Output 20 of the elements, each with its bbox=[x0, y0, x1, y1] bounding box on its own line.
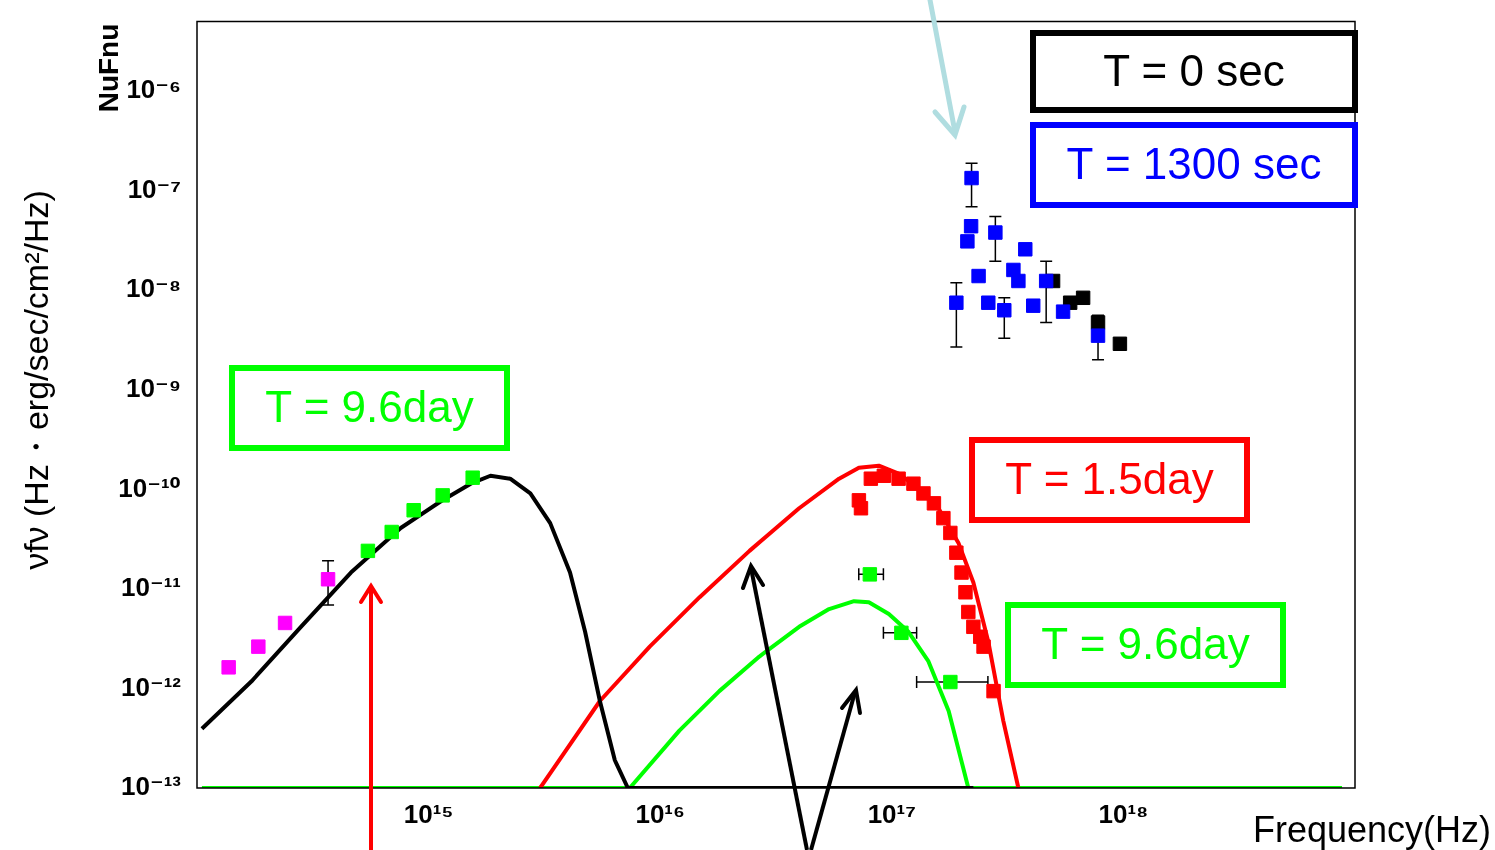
x-tick-label: 10¹⁷ bbox=[867, 798, 916, 829]
y-tick-label: 10⁻¹⁰ bbox=[118, 472, 181, 503]
series-label: T = 1.5day bbox=[1005, 454, 1214, 504]
x-tick-label: 10¹⁵ bbox=[403, 798, 454, 829]
y-tick-label: 10⁻⁶ bbox=[126, 74, 181, 105]
y-tick-label: 10⁻⁹ bbox=[126, 372, 181, 403]
y-tick-label: 10⁻⁸ bbox=[126, 273, 181, 304]
y-tick-label: 10⁻⁷ bbox=[127, 173, 181, 204]
y-tick-label: 10⁻¹³ bbox=[121, 771, 182, 802]
y-axis-title: νfν (Hz・erg/sec/cm²/Hz) bbox=[17, 190, 55, 570]
y-tick-label: 10⁻¹² bbox=[121, 671, 182, 702]
series-label: T = 9.6day bbox=[265, 382, 474, 432]
x-tick-label: 10¹⁸ bbox=[1098, 798, 1149, 829]
x-tick-label: 10¹⁶ bbox=[635, 798, 685, 829]
series-label: T = 1300 sec bbox=[1066, 139, 1322, 189]
text: T = 9.6day bbox=[1041, 619, 1250, 669]
y-tick-label: 10⁻¹¹ bbox=[121, 572, 181, 603]
text: NuFnu bbox=[93, 23, 124, 113]
x-axis-title: Frequency(Hz) bbox=[1252, 809, 1491, 850]
text: T = 0 sec bbox=[1103, 45, 1285, 95]
